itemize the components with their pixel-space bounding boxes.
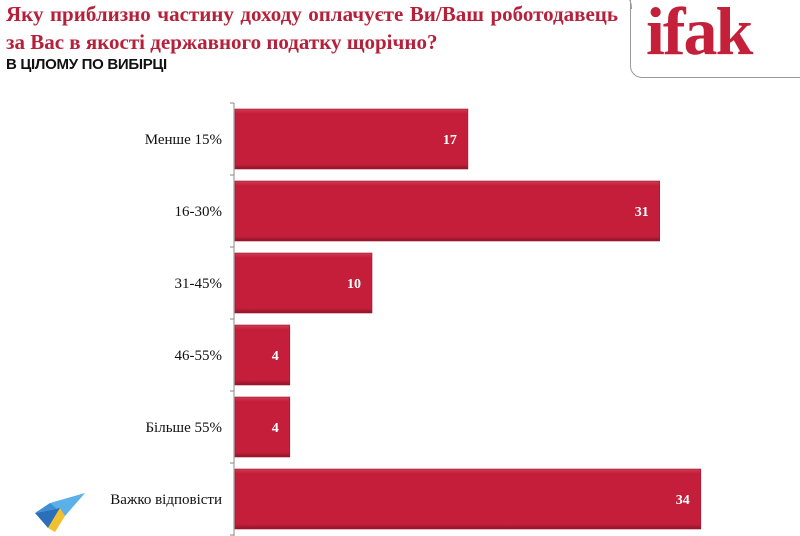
category-label: 31-45% <box>175 276 223 292</box>
category-label: Менше 15% <box>145 132 222 148</box>
bar <box>234 180 661 242</box>
data-label: 4 <box>272 421 279 436</box>
bar <box>234 468 702 530</box>
bar <box>234 108 469 170</box>
ifak-logo: ifak <box>646 0 753 69</box>
bird-logo-icon <box>35 493 85 532</box>
data-label: 10 <box>347 277 361 292</box>
category-label: Більше 55% <box>145 420 222 436</box>
category-label: 46-55% <box>175 348 223 364</box>
chart-title: Яку приблизно частину доходу оплачуєте В… <box>6 2 618 54</box>
bar <box>234 252 373 314</box>
category-label: 16-30% <box>175 204 223 220</box>
logo-frame <box>630 0 800 78</box>
bar <box>234 396 291 458</box>
category-label: Важко відповісти <box>110 492 222 508</box>
data-label: 17 <box>443 133 457 148</box>
data-label: 31 <box>635 205 649 220</box>
data-label: 34 <box>676 493 690 508</box>
data-label: 4 <box>272 349 279 364</box>
chart-subtitle: В ЦІЛОМУ ПО ВИБІРЦІ <box>6 56 167 73</box>
bar <box>234 324 291 386</box>
